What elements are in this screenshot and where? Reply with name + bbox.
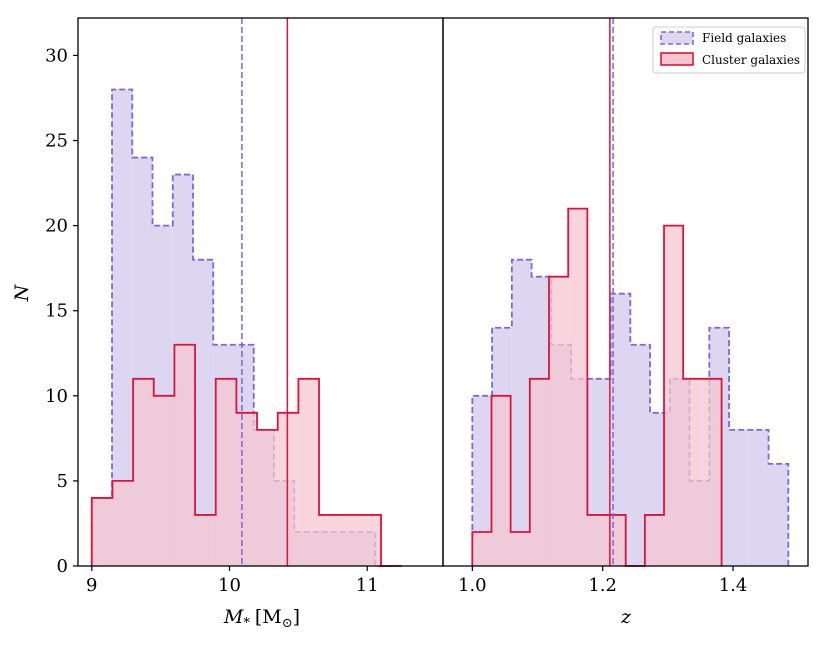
xlabel-unit-open: [M	[255, 606, 282, 628]
right-field-bar	[748, 429, 769, 566]
left-cluster-step-outline	[90, 343, 402, 567]
left-cluster-bar	[112, 480, 134, 566]
left-x-tick-label: 10	[218, 575, 241, 596]
left-cluster-bar	[236, 412, 258, 566]
legend-label-cluster: Cluster galaxies	[702, 53, 800, 67]
left-x-axis-label: M* [M⊙]	[223, 606, 300, 631]
left-cluster-bar	[215, 378, 237, 566]
right-cluster-bar	[472, 531, 492, 566]
right-field-step-outline	[471, 258, 790, 566]
y-axis-label: N	[11, 283, 33, 302]
right-cluster-bar	[568, 208, 588, 566]
left-cluster-bar	[133, 378, 154, 566]
right-cluster-bar	[664, 225, 684, 567]
left-field-step-outline	[90, 88, 396, 567]
right-x-axis-label: z	[620, 606, 632, 628]
legend-swatch-cluster	[660, 52, 694, 66]
xlabel-star-subscript: *	[243, 616, 250, 631]
left-field-bar	[193, 259, 214, 566]
right-cluster-bar	[587, 514, 607, 566]
xlabel-unit-close: ]	[293, 606, 300, 628]
left-field-bar	[112, 89, 133, 566]
left-cluster-bar	[91, 497, 113, 566]
right-cluster-bar	[510, 531, 530, 566]
left-cluster-bar	[195, 514, 216, 566]
left-panel-mass-histogram: 9 10 11 0 5 10 15 20 25 30	[45, 17, 444, 596]
y-tick-label: 0	[57, 556, 68, 577]
right-field-bar	[768, 463, 789, 566]
right-field-bar	[630, 344, 651, 566]
y-tick-label: 10	[45, 386, 68, 407]
right-panel-redshift-histogram: 1.0 1.2 1.4	[442, 17, 809, 596]
left-cluster-bar	[319, 514, 340, 566]
right-field-bar	[610, 293, 631, 566]
left-cluster-bar	[174, 344, 196, 566]
y-tick-label: 15	[45, 301, 68, 322]
right-field-bar	[511, 259, 532, 566]
legend-label-field: Field galaxies	[702, 31, 786, 45]
xlabel-sun-subscript: ⊙	[282, 616, 293, 631]
right-cluster-bar	[606, 514, 626, 566]
right-cluster-bar	[529, 378, 549, 566]
y-tick-label: 5	[57, 471, 68, 492]
right-field-bar	[729, 429, 749, 566]
right-cluster-bar	[702, 378, 722, 566]
left-cluster-bar	[339, 514, 361, 566]
y-tick-label: 25	[45, 131, 68, 152]
right-x-tick-label: 1.4	[719, 575, 748, 596]
right-x-tick-label: 1.0	[458, 575, 487, 596]
right-axes-frame	[442, 17, 809, 567]
right-x-tick-label: 1.2	[588, 575, 617, 596]
xlabel-mass-symbol: M	[223, 606, 244, 628]
left-x-tick-label: 9	[86, 575, 97, 596]
right-cluster-bar	[548, 276, 569, 566]
y-tick-label: 30	[45, 45, 68, 66]
legend-swatch-field	[660, 31, 694, 45]
legend: Field galaxies Cluster galaxies	[652, 26, 806, 74]
left-cluster-bar	[360, 514, 382, 566]
right-field-histogram	[471, 258, 790, 566]
right-cluster-bar	[644, 514, 665, 566]
right-cluster-bar	[491, 395, 511, 566]
right-field-bar	[472, 395, 493, 566]
y-tick-label: 20	[45, 216, 68, 237]
left-cluster-bar	[257, 429, 278, 566]
left-cluster-bar	[153, 395, 175, 566]
right-cluster-histogram	[471, 207, 723, 567]
left-x-tick-label: 11	[356, 575, 379, 596]
right-cluster-step-outline	[471, 207, 723, 567]
left-cluster-bar	[298, 378, 320, 566]
right-cluster-bar	[683, 378, 703, 566]
